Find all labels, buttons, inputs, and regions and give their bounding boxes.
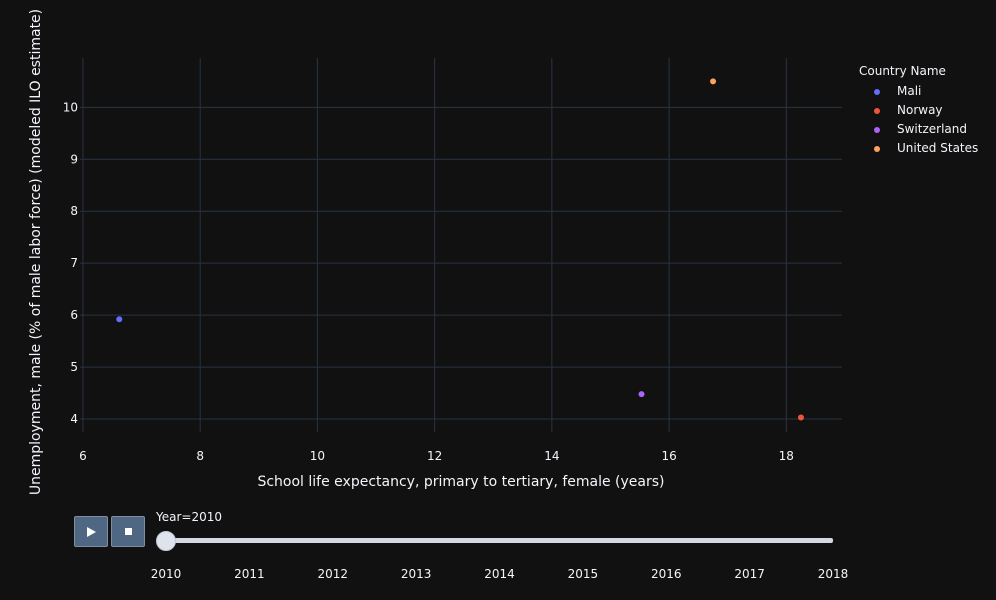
y-tick-label: 7 — [70, 256, 78, 270]
y-tick-labels: 4 5 6 7 8 9 10 — [63, 100, 78, 426]
stop-button[interactable] — [111, 516, 145, 547]
y-tick-label: 10 — [63, 100, 78, 114]
play-button[interactable] — [74, 516, 108, 547]
legend-label: Switzerland — [897, 122, 967, 136]
slider-tick-label[interactable]: 2011 — [234, 567, 265, 581]
legend-marker — [874, 146, 880, 152]
slider-tick-label[interactable]: 2017 — [734, 567, 765, 581]
x-tick-label: 14 — [544, 449, 559, 463]
y-axis-label: Unemployment, male (% of male labor forc… — [28, 9, 44, 495]
x-tick-label: 8 — [196, 449, 204, 463]
play-icon — [86, 526, 96, 537]
x-tick-label: 12 — [427, 449, 442, 463]
x-tick-label: 16 — [661, 449, 676, 463]
data-points — [116, 78, 804, 421]
stop-icon — [124, 528, 132, 535]
x-tick-labels: 6 8 10 12 14 16 18 — [79, 449, 794, 463]
legend-item-mali[interactable]: Mali — [859, 82, 978, 101]
data-point — [710, 78, 717, 85]
legend-title: Country Name — [859, 64, 946, 78]
y-tick-label: 4 — [70, 412, 78, 426]
legend-label: Mali — [897, 84, 922, 98]
slider-tick-label[interactable]: 2014 — [484, 567, 515, 581]
data-point — [638, 391, 645, 398]
year-slider-track[interactable] — [166, 538, 833, 543]
legend-label: Norway — [897, 103, 943, 117]
data-point — [797, 414, 804, 421]
data-point — [116, 316, 123, 323]
legend-marker — [874, 127, 880, 133]
year-slider-handle[interactable] — [156, 531, 176, 551]
legend-item-switzerland[interactable]: Switzerland — [859, 120, 978, 139]
y-tick-label: 8 — [70, 204, 78, 218]
x-tick-label: 6 — [79, 449, 87, 463]
slider-tick-label[interactable]: 2013 — [400, 567, 432, 581]
y-tick-label: 9 — [70, 152, 78, 166]
slider-tick-label[interactable]: 2018 — [817, 567, 849, 581]
legend-marker — [874, 89, 880, 95]
year-slider-ticks: 2010 2011 2012 2013 2014 2015 2016 2017 2018 — [151, 567, 849, 583]
slider-tick-label[interactable]: 2010 — [150, 567, 182, 581]
slider-tick-label[interactable]: 2012 — [317, 567, 349, 581]
slider-current-value: Year=2010 — [156, 510, 222, 524]
y-tick-label: 6 — [70, 308, 78, 322]
slider-tick-label[interactable]: 2016 — [650, 567, 682, 581]
legend-marker — [874, 108, 880, 114]
legend: Country Name Mali Norway Switzerland Uni… — [859, 64, 978, 158]
x-tick-label: 10 — [310, 449, 325, 463]
y-tick-label: 5 — [70, 360, 78, 374]
grid-lines — [80, 58, 842, 432]
legend-item-united-states[interactable]: United States — [859, 139, 978, 158]
legend-label: United States — [897, 141, 979, 155]
x-tick-label: 18 — [779, 449, 794, 463]
legend-item-norway[interactable]: Norway — [859, 101, 978, 120]
x-axis-label: School life expectancy, primary to terti… — [257, 474, 664, 490]
slider-tick-label[interactable]: 2015 — [567, 567, 599, 581]
